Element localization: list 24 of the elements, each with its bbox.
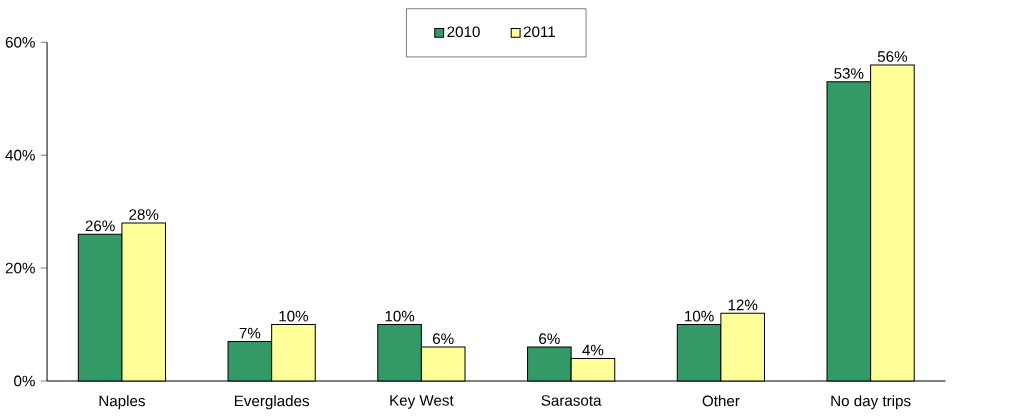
- x-tick-label: Everglades: [234, 395, 310, 410]
- y-tick-label: 60%: [5, 37, 35, 48]
- data-label: 6%: [433, 333, 454, 345]
- data-label: 53%: [834, 68, 864, 79]
- data-label: 56%: [877, 51, 908, 62]
- data-label: 26%: [85, 220, 115, 232]
- legend-label: 2010: [447, 26, 480, 38]
- y-tick-label: 20%: [5, 262, 35, 274]
- data-label: 10%: [685, 310, 714, 322]
- x-tick-label: Naples: [99, 395, 145, 410]
- data-label: 10%: [279, 310, 309, 322]
- x-tick-label: Other: [702, 395, 740, 407]
- data-label: 10%: [385, 310, 415, 322]
- data-label: 7%: [239, 327, 261, 339]
- y-tick-label: 0%: [14, 375, 35, 387]
- legend-label: 2011: [523, 26, 555, 38]
- x-tick-label: Key West: [390, 395, 454, 409]
- data-label: 4%: [582, 344, 604, 356]
- x-tick-label: Sarasota: [541, 395, 602, 406]
- x-tick-label: No day trips: [831, 395, 911, 410]
- data-label: 28%: [129, 209, 159, 220]
- y-tick-label: 40%: [5, 149, 35, 161]
- data-label: 6%: [539, 333, 560, 345]
- data-label: 12%: [728, 299, 758, 311]
